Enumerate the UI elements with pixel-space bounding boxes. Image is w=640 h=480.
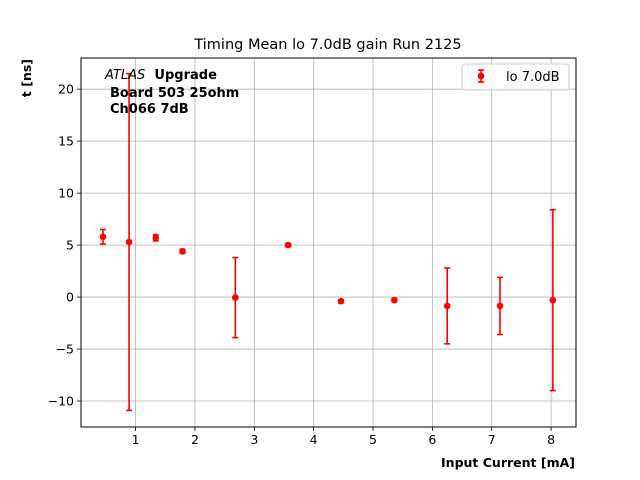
legend-label: lo 7.0dB xyxy=(506,70,560,85)
data-point xyxy=(99,228,107,245)
data-point xyxy=(232,256,239,339)
data-marker xyxy=(152,234,160,242)
x-tick-label: 3 xyxy=(250,432,258,447)
y-tick-label: 15 xyxy=(58,134,74,149)
x-axis-label: Input Current [mA] xyxy=(441,455,575,470)
y-tick-label: 5 xyxy=(66,238,74,253)
data-point xyxy=(337,297,345,305)
svg-text:ATLAS Upgrade: ATLAS Upgrade xyxy=(104,68,217,83)
legend-marker xyxy=(477,69,485,83)
y-axis-label: t [ns] xyxy=(19,59,34,97)
data-marker xyxy=(179,248,186,255)
data-marker xyxy=(337,297,345,305)
data-marker xyxy=(125,238,133,246)
x-tick-label: 5 xyxy=(369,432,377,447)
x-tick-label: 4 xyxy=(310,432,318,447)
data-point xyxy=(496,276,504,336)
y-tick-label: −5 xyxy=(56,342,74,357)
data-series xyxy=(99,72,557,412)
x-tick-label: 7 xyxy=(488,432,496,447)
y-axis-ticks: −10 −5 0 5 10 15 20 xyxy=(48,82,81,409)
x-tick-label: 1 xyxy=(132,432,140,447)
y-tick-label: 20 xyxy=(58,82,74,97)
data-point xyxy=(443,267,451,345)
data-marker xyxy=(284,241,292,249)
data-point xyxy=(549,208,557,392)
legend-box xyxy=(461,63,570,91)
data-point xyxy=(284,241,292,249)
annotation-board: Board 503 25ohm xyxy=(110,86,239,101)
data-marker xyxy=(549,296,557,304)
data-point xyxy=(125,72,133,412)
atlas-annotation: ATLAS Upgrade Board 503 25ohm Ch066 7dB xyxy=(104,68,239,117)
x-tick-label: 8 xyxy=(547,432,555,447)
data-marker xyxy=(443,302,451,310)
atlas-label: ATLAS xyxy=(104,68,145,83)
upgrade-label: Upgrade xyxy=(154,68,217,83)
data-marker xyxy=(496,302,504,310)
y-tick-label: 10 xyxy=(58,186,74,201)
data-marker xyxy=(99,233,107,241)
y-tick-label: −10 xyxy=(48,394,74,409)
chart-title: Timing Mean lo 7.0dB gain Run 2125 xyxy=(193,37,461,53)
grid xyxy=(81,58,576,427)
legend: lo 7.0dB xyxy=(461,63,570,91)
data-marker xyxy=(232,294,239,301)
y-tick-label: 0 xyxy=(66,290,74,305)
x-tick-label: 6 xyxy=(428,432,436,447)
data-marker xyxy=(391,296,398,304)
data-point xyxy=(179,248,186,255)
x-axis-ticks: 1 2 3 4 5 6 7 8 xyxy=(132,427,555,447)
x-tick-label: 2 xyxy=(191,432,199,447)
data-point xyxy=(152,233,160,242)
annotation-channel: Ch066 7dB xyxy=(110,102,189,117)
plot-frame xyxy=(80,57,577,428)
data-point xyxy=(391,296,398,304)
